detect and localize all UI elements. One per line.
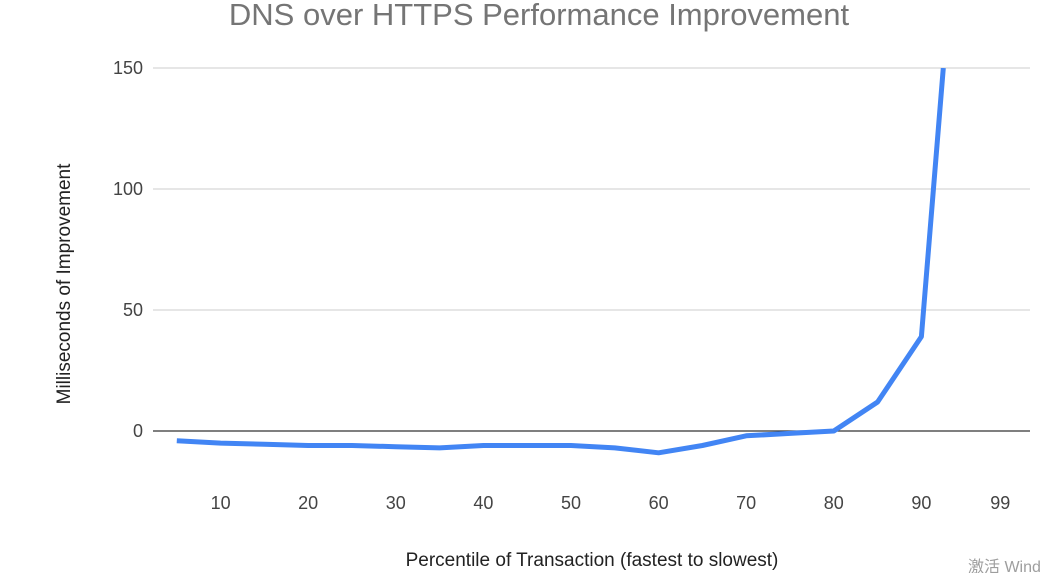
x-tick-label-60: 60 — [649, 493, 669, 513]
x-tick-label-20: 20 — [298, 493, 318, 513]
y-axis-ticks: 0 50 100 150 — [113, 58, 143, 441]
x-tick-label-50: 50 — [561, 493, 581, 513]
y-tick-label-50: 50 — [123, 300, 143, 320]
x-tick-label-40: 40 — [473, 493, 493, 513]
x-tick-label-30: 30 — [386, 493, 406, 513]
x-axis-title: Percentile of Transaction (fastest to sl… — [406, 550, 779, 571]
watermark-text: 激活 Wind — [968, 558, 1041, 573]
y-tick-label-100: 100 — [113, 179, 143, 199]
series-line-0 — [176, 68, 946, 456]
series-layer — [176, 68, 946, 456]
x-tick-label-10: 10 — [211, 493, 231, 513]
y-axis-title: Milliseconds of Improvement — [54, 163, 75, 404]
x-axis-ticks: 10 20 30 40 50 60 70 80 90 99 — [211, 493, 1011, 513]
y-tick-label-150: 150 — [113, 58, 143, 78]
x-tick-label-70: 70 — [736, 493, 756, 513]
x-tick-label-90: 90 — [911, 493, 931, 513]
y-tick-label-0: 0 — [133, 421, 143, 441]
x-tick-label-99: 99 — [990, 493, 1010, 513]
x-tick-label-80: 80 — [824, 493, 844, 513]
gridlines — [153, 67, 1030, 432]
chart-title: DNS over HTTPS Performance Improvement — [229, 0, 850, 32]
